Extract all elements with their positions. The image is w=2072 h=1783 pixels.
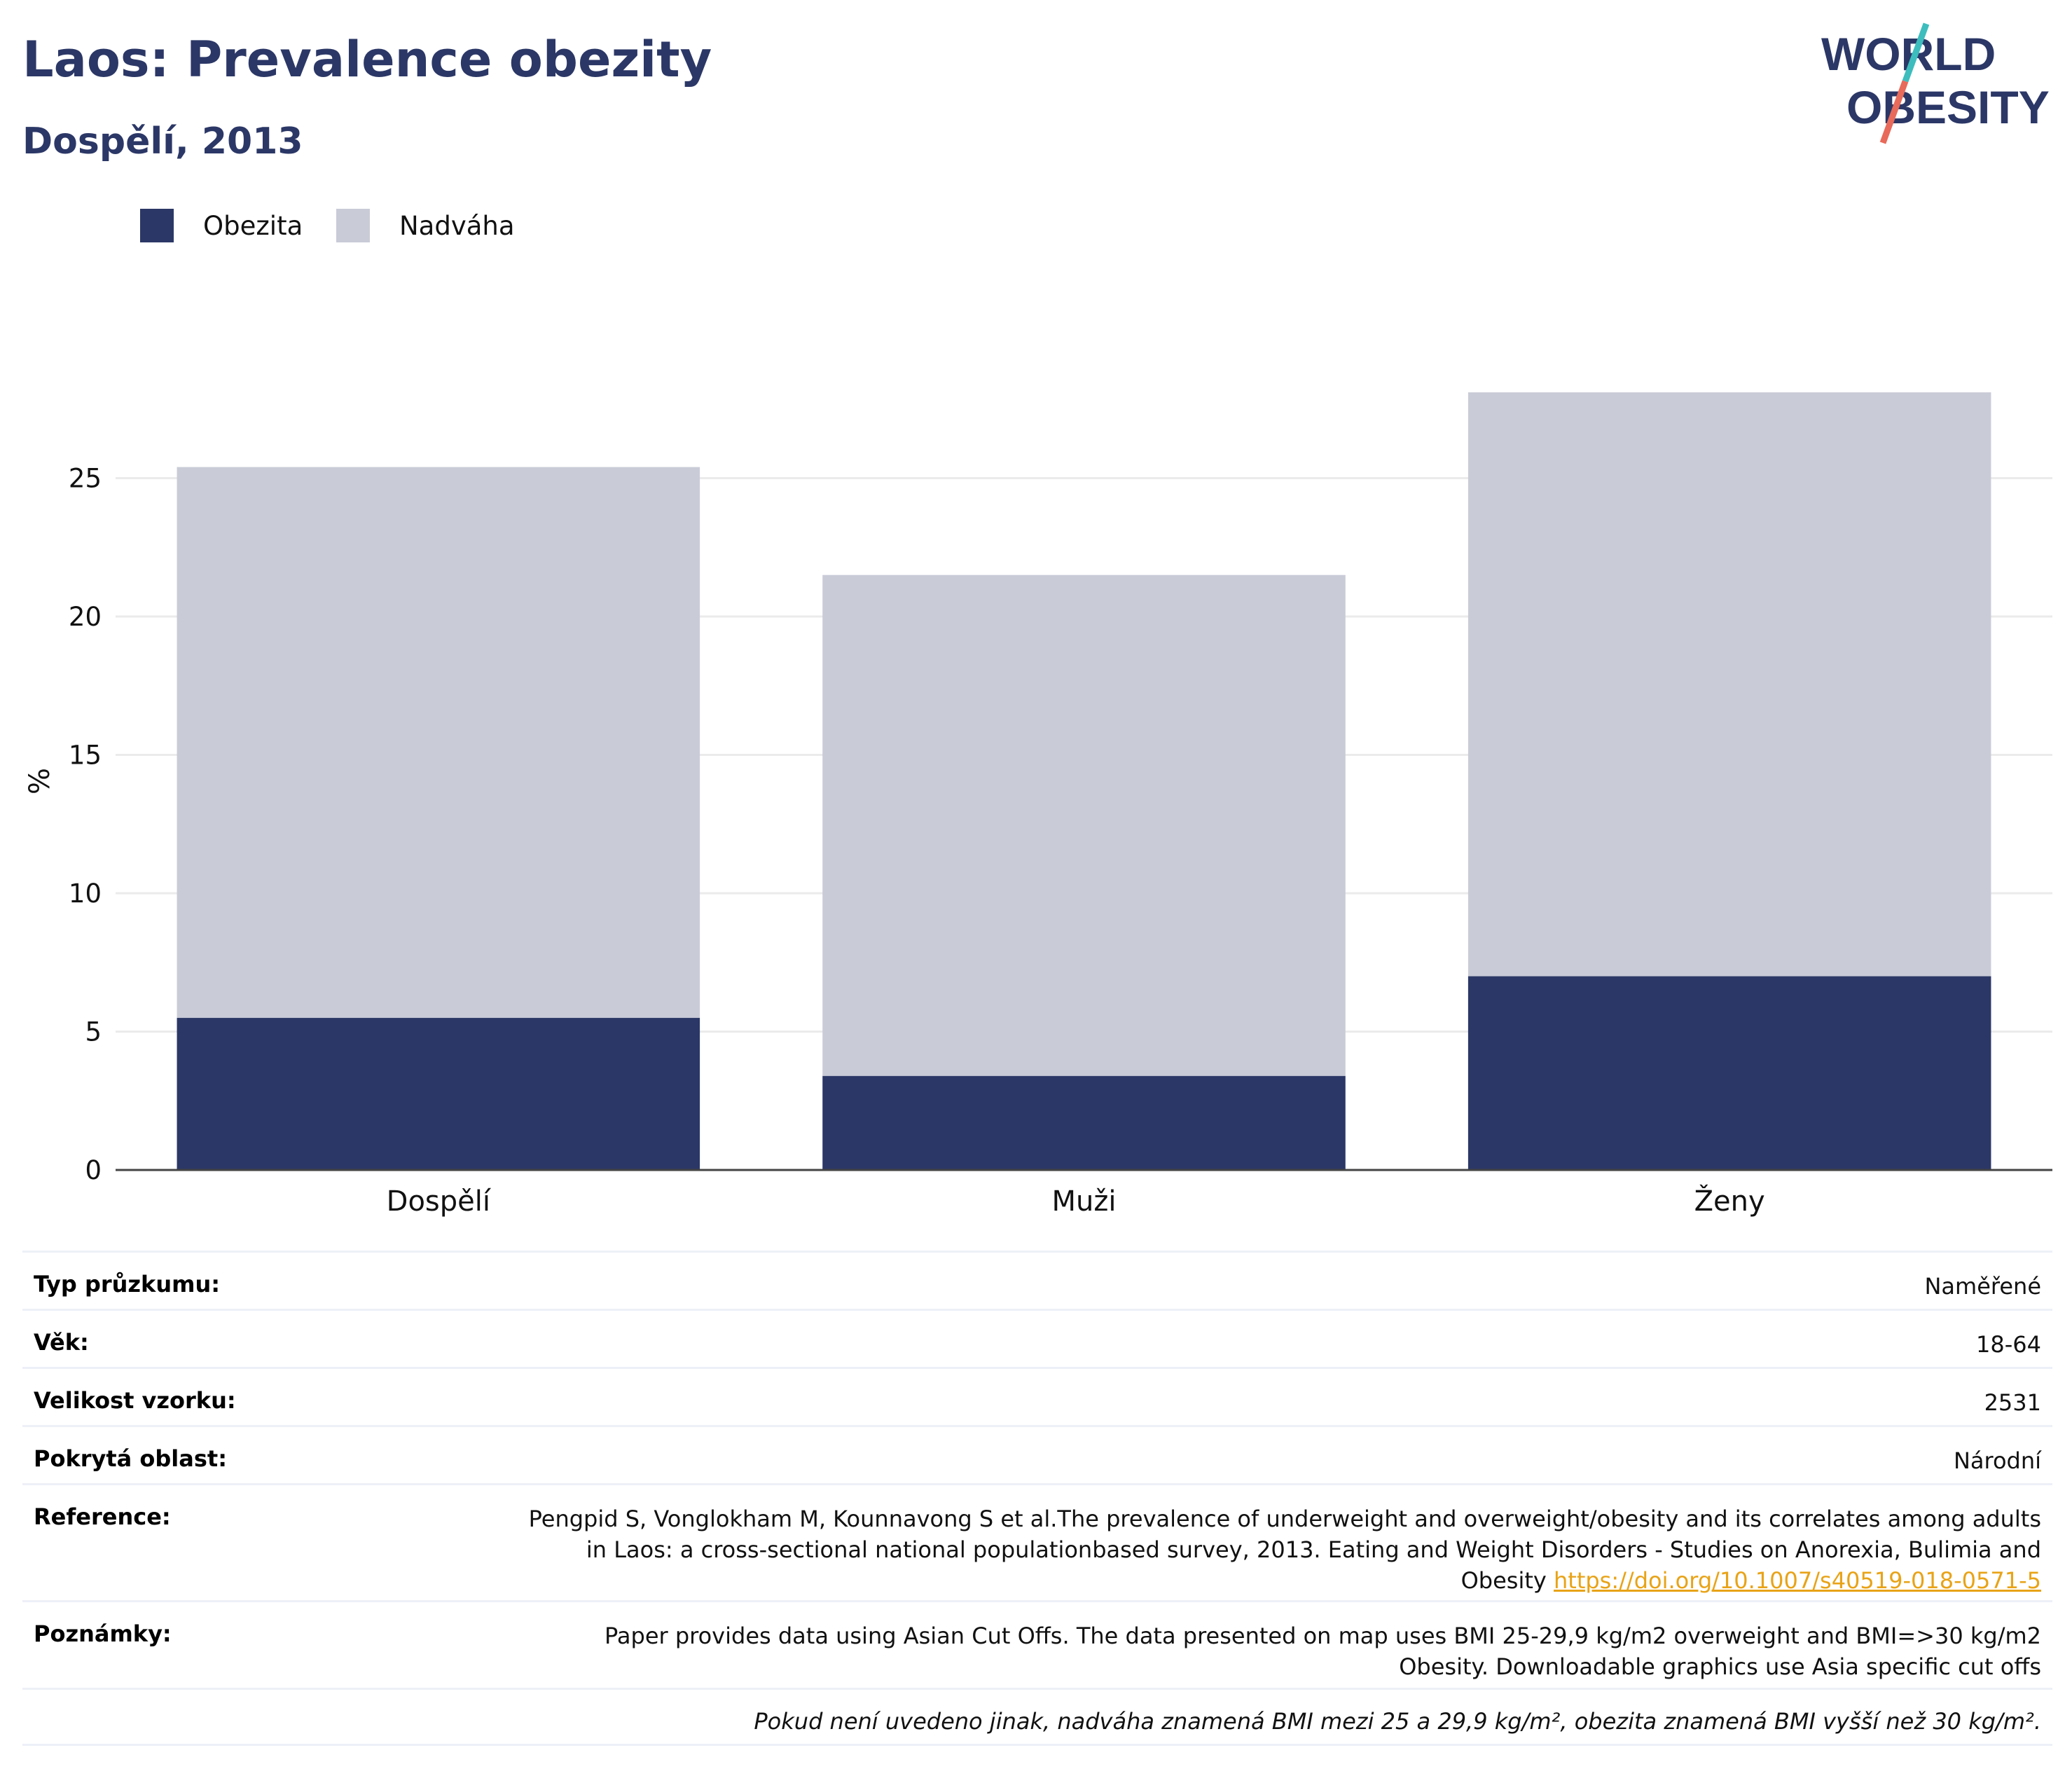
y-tick-label: 10 <box>69 879 102 909</box>
page-subtitle: Dospělí, 2013 <box>22 121 303 163</box>
info-row-age: Věk: 18-64 <box>22 1309 2052 1367</box>
legend-swatch-obesity <box>140 209 174 242</box>
bar-overweight <box>1467 392 1991 977</box>
info-row-coverage: Pokrytá oblast: Národní <box>22 1425 2052 1483</box>
stacked-bar-chart: 0 5 10 15 20 25% Dospělí Muži Ženy <box>24 392 2052 1218</box>
legend-label-obesity: Obezita <box>203 210 303 241</box>
info-label: Reference: <box>34 1503 171 1530</box>
info-row-survey-type: Typ průzkumu: Naměřené <box>22 1251 2052 1309</box>
y-tick-label: 15 <box>69 740 102 770</box>
bar-obesity <box>822 1075 1346 1170</box>
logo-slash-teal <box>1902 22 1930 83</box>
reference-text: Pengpid S, Vonglokham M, Kounnavong S et… <box>529 1503 2041 1596</box>
reference-doi-link[interactable]: https://doi.org/10.1007/s40519-018-0571-… <box>1553 1567 2041 1594</box>
info-row-notes: Poznámky: Paper provides data using Asia… <box>22 1600 2052 1688</box>
reference-line: in Laos: a cross-sectional national popu… <box>586 1536 2041 1563</box>
y-tick-label: 20 <box>69 602 102 632</box>
info-label: Věk: <box>34 1329 89 1356</box>
reference-line: Pengpid S, Vonglokham M, Kounnavong S et… <box>528 1506 2041 1532</box>
bar-obesity <box>1467 976 1991 1170</box>
info-value: 18-64 <box>1976 1331 2041 1358</box>
footnote: Pokud není uvedeno jinak, nadváha znamen… <box>754 1708 2041 1735</box>
y-tick-label: 25 <box>69 463 102 493</box>
info-value: Národní <box>1953 1447 2041 1474</box>
logo-slash-coral <box>1879 80 1909 144</box>
info-value: Naměřené <box>1924 1273 2041 1300</box>
notes-text: Paper provides data using Asian Cut Offs… <box>605 1620 2041 1682</box>
info-row-sample-size: Velikost vzorku: 2531 <box>22 1367 2052 1425</box>
page-title: Laos: Prevalence obezity <box>22 31 712 88</box>
bar-overweight <box>177 467 700 1018</box>
y-axis-label: % <box>24 768 56 794</box>
legend-label-overweight: Nadváha <box>399 210 515 241</box>
info-label: Velikost vzorku: <box>34 1387 236 1414</box>
info-table: Typ průzkumu: Naměřené Věk: 18-64 Veliko… <box>22 1251 2052 1746</box>
info-row-reference: Reference: Pengpid S, Vonglokham M, Koun… <box>22 1483 2052 1600</box>
legend-item-obesity[interactable]: Obezita <box>140 207 303 244</box>
info-value: 2531 <box>1984 1389 2041 1416</box>
x-tick-label: Dospělí <box>387 1185 492 1218</box>
legend-swatch-overweight <box>336 209 370 242</box>
info-row-footnote: Pokud není uvedeno jinak, nadváha znamen… <box>22 1688 2052 1746</box>
logo-text-obesity: OBESITY <box>1846 81 2050 133</box>
info-label: Typ průzkumu: <box>34 1271 221 1297</box>
legend-item-overweight[interactable]: Nadváha <box>336 207 515 244</box>
notes-line: Obesity. Downloadable graphics use Asia … <box>1399 1653 2041 1680</box>
bar-overweight <box>822 574 1346 1076</box>
x-tick-label: Ženy <box>1694 1184 1765 1218</box>
world-obesity-logo: WORLD OBESITY <box>1821 22 2050 144</box>
reference-line: Obesity https://doi.org/10.1007/s40519-0… <box>529 1565 2041 1596</box>
notes-line: Paper provides data using Asian Cut Offs… <box>605 1623 2041 1649</box>
info-label: Poznámky: <box>34 1620 172 1647</box>
y-tick-label: 5 <box>85 1017 102 1047</box>
reference-line-text: Obesity <box>1460 1567 1547 1594</box>
y-tick-label: 0 <box>85 1155 102 1185</box>
info-label: Pokrytá oblast: <box>34 1445 227 1472</box>
x-tick-label: Muži <box>1052 1185 1117 1218</box>
bar-obesity <box>177 1017 700 1170</box>
